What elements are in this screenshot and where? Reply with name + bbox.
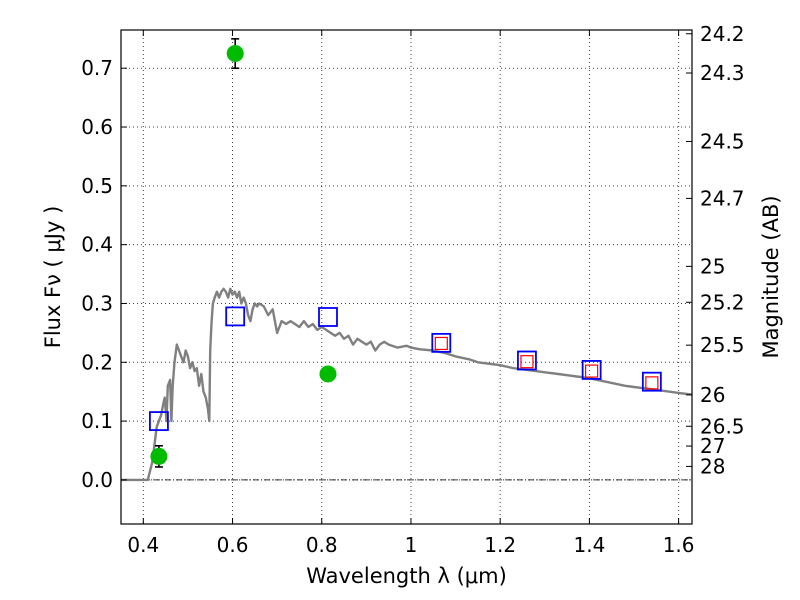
x-tick-label: 0.4 [127,533,159,557]
mag-tick-label: 26 [700,383,725,407]
y-tick-label: 0.3 [81,291,113,315]
y-tick-label: 0.7 [81,56,113,80]
x-tick-label: 1.6 [663,533,695,557]
mag-tick-label: 27 [700,434,725,458]
model-photometry-square [581,360,602,380]
plot-frame [120,29,693,525]
observed-point [319,365,337,383]
model-spectrum-layer [121,287,693,482]
mag-tick-label: 24.2 [700,22,745,46]
model-photometry-square [641,371,662,392]
mag-tick-label: 25.2 [700,290,745,314]
x-tick-label: 1 [405,533,418,557]
model-spectrum-line [121,287,693,482]
model-photometry-square [517,350,537,371]
model-photometry-square [431,332,452,353]
model-photometry-inner-square [520,355,534,369]
observed-point [150,447,168,465]
ticks: 0.4 0.6 0.8 1 1.2 1.4 1.6 0.0 0.1 0.2 0.3 0.4 0.5 0.6… [81,22,744,557]
markers-layer [149,38,662,468]
observed-point [226,45,244,63]
model-photometry-square [225,306,246,327]
mag-tick-label: 24.5 [700,129,745,153]
y-axis-label: Flux Fν ( μJy ) [41,206,65,349]
model-photometry-inner-square [645,376,659,390]
mag-tick-label: 25.5 [700,333,745,357]
mag-tick-label: 26.5 [700,414,745,438]
y-tick-label: 0.4 [81,233,113,257]
model-photometry-square [149,411,169,431]
y-tick-label: 0.6 [81,115,113,139]
model-photometry-inner-square [585,364,599,378]
model-photometry-square [318,307,338,327]
mag-tick-label: 25 [700,254,725,278]
x-tick-label: 0.6 [217,533,249,557]
x-axis-label: Wavelength λ (μm) [306,564,507,588]
y-tick-label: 0.1 [81,409,113,433]
y-tick-label: 0.5 [81,174,113,198]
x-tick-label: 0.8 [306,533,338,557]
model-photometry-inner-square [434,336,448,351]
y-tick-label: 0.0 [81,468,113,492]
mag-tick-label: 24.7 [700,186,745,210]
y-tick-label: 0.2 [81,350,113,374]
y2-axis-label: Magnitude (AB) [759,195,783,358]
mag-tick-label: 24.3 [700,61,745,85]
x-tick-label: 1.2 [484,533,516,557]
mag-tick-label: 28 [700,454,725,478]
x-tick-label: 1.4 [573,533,605,557]
